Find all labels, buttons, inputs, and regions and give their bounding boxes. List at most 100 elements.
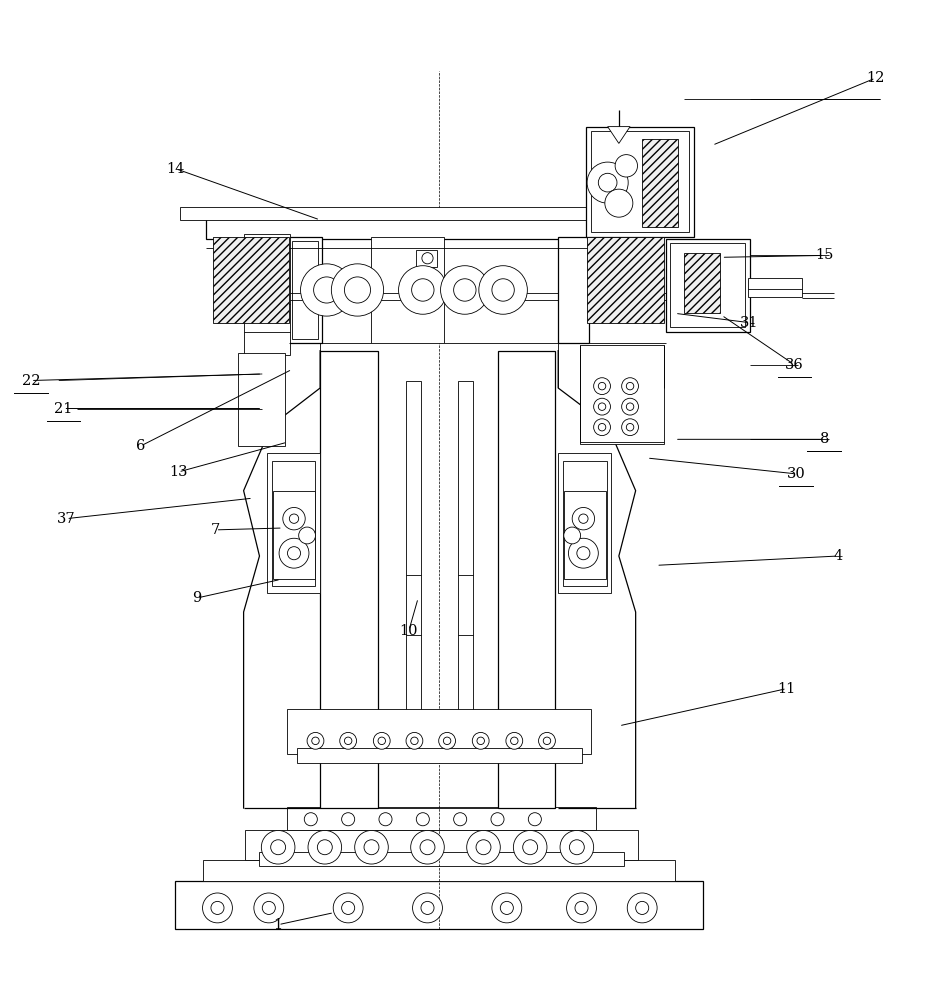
Bar <box>243 234 290 355</box>
Text: 30: 30 <box>787 467 806 481</box>
Circle shape <box>479 266 528 314</box>
Circle shape <box>411 279 434 301</box>
Circle shape <box>472 732 489 749</box>
Bar <box>406 381 421 735</box>
Circle shape <box>261 830 295 864</box>
Circle shape <box>454 813 467 826</box>
Circle shape <box>626 423 634 431</box>
Circle shape <box>307 732 324 749</box>
Circle shape <box>270 840 285 855</box>
Bar <box>642 139 678 227</box>
Bar <box>416 250 437 267</box>
Circle shape <box>622 398 639 415</box>
Circle shape <box>577 547 590 560</box>
Bar <box>685 253 719 313</box>
Bar <box>372 237 444 343</box>
Text: 1: 1 <box>273 918 283 932</box>
Text: 10: 10 <box>400 624 418 638</box>
Circle shape <box>378 737 386 745</box>
Circle shape <box>333 893 363 923</box>
Bar <box>320 351 378 808</box>
Circle shape <box>572 507 594 530</box>
Circle shape <box>636 901 649 914</box>
Circle shape <box>593 378 610 395</box>
Bar <box>272 491 315 579</box>
Circle shape <box>544 737 550 745</box>
Circle shape <box>605 189 633 217</box>
Circle shape <box>314 277 340 303</box>
Circle shape <box>500 901 514 914</box>
Bar <box>498 351 555 808</box>
Circle shape <box>299 527 316 544</box>
Circle shape <box>287 547 300 560</box>
Bar <box>558 453 611 593</box>
Bar <box>591 131 689 232</box>
Circle shape <box>440 266 489 314</box>
Circle shape <box>317 840 332 855</box>
Bar <box>245 830 638 860</box>
Circle shape <box>364 840 379 855</box>
Text: 13: 13 <box>169 465 188 479</box>
Circle shape <box>622 419 639 436</box>
Bar <box>271 461 316 586</box>
Circle shape <box>491 813 504 826</box>
Circle shape <box>410 830 444 864</box>
Circle shape <box>279 538 309 568</box>
Circle shape <box>529 813 542 826</box>
Circle shape <box>523 840 538 855</box>
Text: 21: 21 <box>54 402 72 416</box>
Circle shape <box>422 253 433 264</box>
Bar <box>297 748 581 763</box>
Circle shape <box>593 398 610 415</box>
Text: 6: 6 <box>136 439 146 453</box>
Text: 7: 7 <box>211 523 221 537</box>
Circle shape <box>374 732 391 749</box>
Circle shape <box>410 737 418 745</box>
Circle shape <box>566 893 596 923</box>
Bar <box>292 241 318 339</box>
Circle shape <box>598 403 606 410</box>
Circle shape <box>342 901 355 914</box>
Circle shape <box>492 893 522 923</box>
Circle shape <box>598 173 617 192</box>
Circle shape <box>342 813 355 826</box>
Bar <box>213 237 289 323</box>
Circle shape <box>406 732 423 749</box>
Bar <box>207 215 662 239</box>
Circle shape <box>575 901 588 914</box>
Bar <box>204 860 675 881</box>
Circle shape <box>203 893 233 923</box>
Circle shape <box>598 423 606 431</box>
Circle shape <box>416 813 429 826</box>
Circle shape <box>439 732 455 749</box>
Circle shape <box>578 514 588 523</box>
Bar <box>558 237 589 343</box>
Circle shape <box>539 732 555 749</box>
Circle shape <box>622 378 639 395</box>
Text: 31: 31 <box>740 316 759 330</box>
Text: 14: 14 <box>166 162 185 176</box>
Circle shape <box>568 538 598 568</box>
Circle shape <box>467 830 500 864</box>
Bar <box>747 278 802 297</box>
Circle shape <box>254 893 284 923</box>
Text: 8: 8 <box>820 432 829 446</box>
Circle shape <box>615 155 638 177</box>
Circle shape <box>355 830 389 864</box>
Circle shape <box>421 901 434 914</box>
Bar <box>176 881 703 929</box>
Bar <box>587 237 664 323</box>
Circle shape <box>569 840 584 855</box>
Circle shape <box>308 830 342 864</box>
Circle shape <box>593 419 610 436</box>
Circle shape <box>477 737 485 745</box>
Bar <box>180 207 689 220</box>
Circle shape <box>560 830 593 864</box>
Circle shape <box>511 737 518 745</box>
Bar <box>289 237 322 343</box>
Circle shape <box>331 264 384 316</box>
Circle shape <box>626 403 634 410</box>
Circle shape <box>283 507 305 530</box>
Text: 4: 4 <box>834 549 843 563</box>
Bar <box>563 491 606 579</box>
